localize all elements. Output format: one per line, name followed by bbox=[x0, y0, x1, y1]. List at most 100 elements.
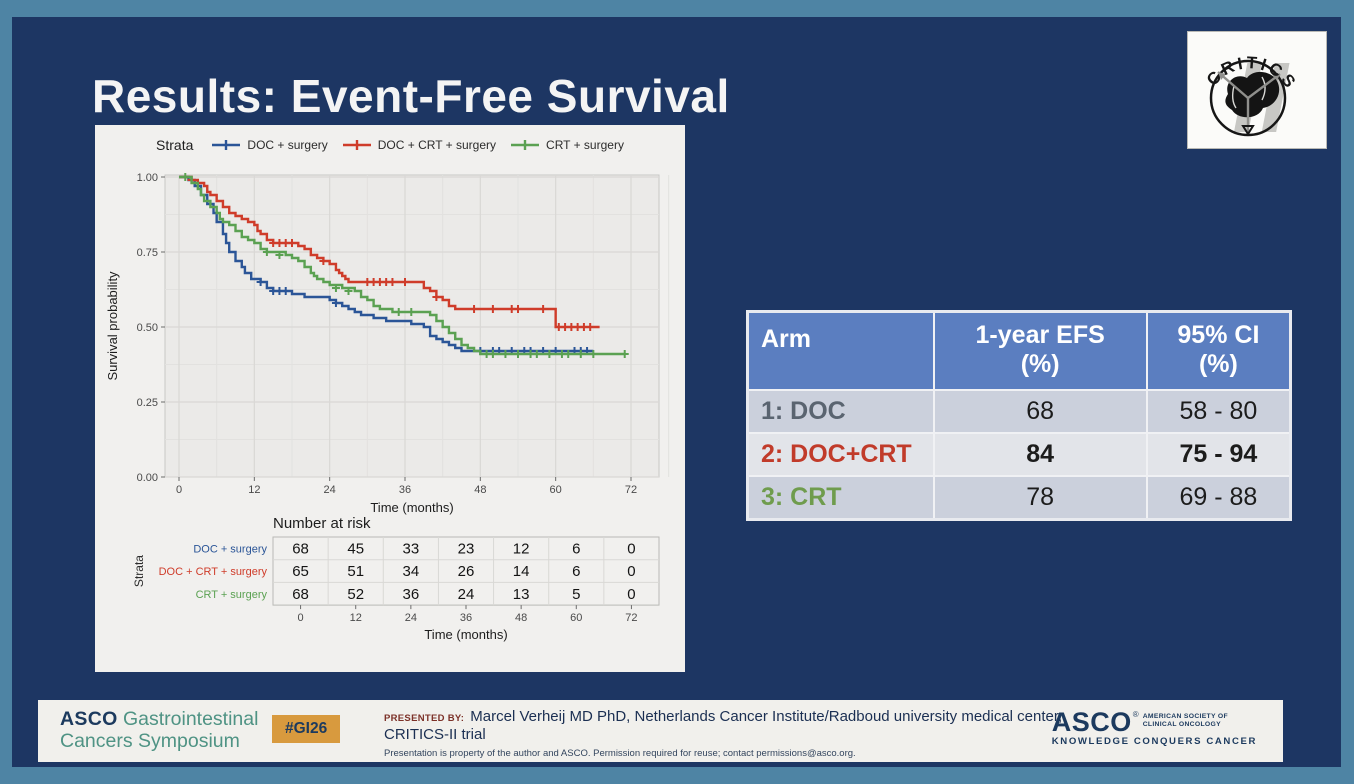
svg-text:0: 0 bbox=[627, 540, 635, 557]
svg-text:51: 51 bbox=[347, 563, 364, 580]
arm-label: 3: CRT bbox=[746, 474, 935, 520]
compass-arrows-icon bbox=[1217, 71, 1281, 136]
svg-text:33: 33 bbox=[403, 540, 420, 557]
legend-label: CRT + surgery bbox=[546, 138, 624, 152]
ci-value: 75 - 94 bbox=[1145, 431, 1292, 477]
efs-value: 78 bbox=[932, 474, 1148, 520]
km-curve-doc-surgery bbox=[179, 175, 594, 353]
svg-text:45: 45 bbox=[347, 540, 364, 557]
svg-text:34: 34 bbox=[403, 563, 420, 580]
svg-text:14: 14 bbox=[513, 563, 530, 580]
svg-text:Survival probability: Survival probability bbox=[105, 271, 120, 381]
page-title: Results: Event-Free Survival bbox=[92, 70, 730, 122]
legend-marker-blue-icon bbox=[212, 140, 241, 150]
legend-item-doc-surgery: DOC + surgery bbox=[211, 138, 328, 152]
svg-text:5: 5 bbox=[572, 586, 580, 603]
svg-text:60: 60 bbox=[570, 612, 582, 624]
svg-text:23: 23 bbox=[458, 540, 475, 557]
header-arm: Arm bbox=[746, 310, 935, 391]
svg-text:Strata: Strata bbox=[132, 555, 146, 587]
svg-text:36: 36 bbox=[460, 612, 472, 624]
stomach-detail-lines bbox=[1231, 76, 1266, 109]
svg-text:0.00: 0.00 bbox=[137, 472, 158, 484]
arm-label: 2: DOC+CRT bbox=[746, 431, 935, 477]
svg-text:0: 0 bbox=[627, 586, 635, 603]
svg-text:68: 68 bbox=[292, 586, 309, 603]
header-ci: 95% CI (%) bbox=[1145, 310, 1292, 391]
svg-text:0: 0 bbox=[298, 612, 304, 624]
svg-text:DOC + surgery: DOC + surgery bbox=[193, 543, 267, 555]
presenter-line: PRESENTED BY: Marcel Verheij MD PhD, Neth… bbox=[384, 708, 1124, 744]
ci-value: 69 - 88 bbox=[1145, 474, 1292, 520]
svg-text:48: 48 bbox=[474, 484, 486, 496]
legend-marker-green-icon bbox=[511, 140, 540, 150]
svg-text:0.75: 0.75 bbox=[137, 247, 158, 259]
legend-label: DOC + surgery bbox=[247, 138, 328, 152]
svg-text:26: 26 bbox=[458, 563, 475, 580]
svg-text:60: 60 bbox=[550, 484, 562, 496]
asco-logo-top: ASCO ® AMERICAN SOCIETY OF CLINICAL ONCO… bbox=[1051, 707, 1257, 737]
footer-bar: ASCO Gastrointestinal Cancers Symposium … bbox=[38, 700, 1283, 762]
svg-text:48: 48 bbox=[515, 612, 527, 624]
svg-text:12: 12 bbox=[513, 540, 530, 557]
symposium-logo: ASCO Gastrointestinal Cancers Symposium bbox=[60, 708, 259, 753]
symposium-line1: ASCO Gastrointestinal bbox=[60, 708, 259, 730]
hashtag-badge: #GI26 bbox=[272, 715, 341, 743]
svg-text:Number at risk: Number at risk bbox=[273, 515, 371, 532]
legend-title: Strata bbox=[156, 137, 194, 153]
km-curve-crt-surgery bbox=[179, 175, 625, 356]
presented-by-block: PRESENTED BY: Marcel Verheij MD PhD, Neth… bbox=[384, 708, 1124, 759]
svg-text:1.00: 1.00 bbox=[137, 172, 158, 184]
svg-text:Time (months): Time (months) bbox=[370, 500, 453, 515]
km-chart-panel: Strata DOC + surgery DOC + CRT + surgery bbox=[95, 125, 685, 672]
svg-text:72: 72 bbox=[625, 612, 637, 624]
efs-results-table: Arm 1-year EFS (%) 95% CI (%) 1: DOC 68 … bbox=[746, 310, 1292, 521]
svg-text:24: 24 bbox=[458, 586, 475, 603]
svg-text:0: 0 bbox=[627, 563, 635, 580]
legend-item-doc-crt-surgery: DOC + CRT + surgery bbox=[342, 138, 496, 152]
svg-text:Time (months): Time (months) bbox=[424, 627, 507, 642]
svg-text:24: 24 bbox=[324, 484, 336, 496]
svg-text:DOC + CRT + surgery: DOC + CRT + surgery bbox=[159, 566, 268, 578]
svg-text:24: 24 bbox=[405, 612, 417, 624]
asco-org-name: AMERICAN SOCIETY OF CLINICAL ONCOLOGY bbox=[1142, 713, 1228, 729]
efs-value: 84 bbox=[932, 431, 1148, 477]
svg-text:0.25: 0.25 bbox=[137, 397, 158, 409]
svg-text:13: 13 bbox=[513, 586, 530, 603]
svg-text:6: 6 bbox=[572, 563, 580, 580]
svg-text:12: 12 bbox=[248, 484, 260, 496]
chart-legend: Strata DOC + surgery DOC + CRT + surgery bbox=[95, 137, 685, 153]
efs-value: 68 bbox=[932, 388, 1148, 434]
svg-text:CRT + surgery: CRT + surgery bbox=[196, 589, 268, 601]
svg-text:0: 0 bbox=[176, 484, 182, 496]
legend-label: DOC + CRT + surgery bbox=[377, 138, 497, 152]
svg-text:36: 36 bbox=[399, 484, 411, 496]
svg-text:36: 36 bbox=[403, 586, 420, 603]
asco-tagline: KNOWLEDGE CONQUERS CANCER bbox=[1051, 736, 1257, 748]
presenter-name: Marcel Verheij MD PhD, Netherlands Cance… bbox=[384, 708, 1063, 743]
svg-text:72: 72 bbox=[625, 484, 637, 496]
svg-text:0.50: 0.50 bbox=[137, 322, 158, 334]
slide-background: Results: Event-Free Survival II bbox=[12, 17, 1341, 767]
table-row-doc-crt: 2: DOC+CRT 84 75 - 94 bbox=[746, 431, 1292, 477]
svg-text:12: 12 bbox=[350, 612, 362, 624]
registered-mark: ® bbox=[1132, 710, 1139, 719]
table-row-crt: 3: CRT 78 69 - 88 bbox=[746, 474, 1292, 520]
presented-by-label: PRESENTED BY: bbox=[384, 713, 465, 724]
legend-item-crt-surgery: CRT + surgery bbox=[510, 138, 624, 152]
table-header-row: Arm 1-year EFS (%) 95% CI (%) bbox=[746, 310, 1292, 391]
svg-text:52: 52 bbox=[347, 586, 364, 603]
svg-text:68: 68 bbox=[292, 540, 309, 557]
arm-label: 1: DOC bbox=[746, 388, 935, 434]
header-efs: 1-year EFS (%) bbox=[932, 310, 1148, 391]
critics-trial-logo: II CRITICS bbox=[1187, 31, 1327, 154]
asco-wordmark: ASCO bbox=[1051, 707, 1132, 737]
critics-logo-graphic: II CRITICS bbox=[1203, 42, 1298, 154]
permission-note: Presentation is property of the author a… bbox=[384, 748, 856, 759]
legend-marker-red-icon bbox=[342, 140, 371, 150]
km-curve-doc-crt-surgery bbox=[179, 175, 600, 329]
ci-value: 58 - 80 bbox=[1145, 388, 1292, 434]
table-row-doc: 1: DOC 68 58 - 80 bbox=[746, 388, 1292, 434]
